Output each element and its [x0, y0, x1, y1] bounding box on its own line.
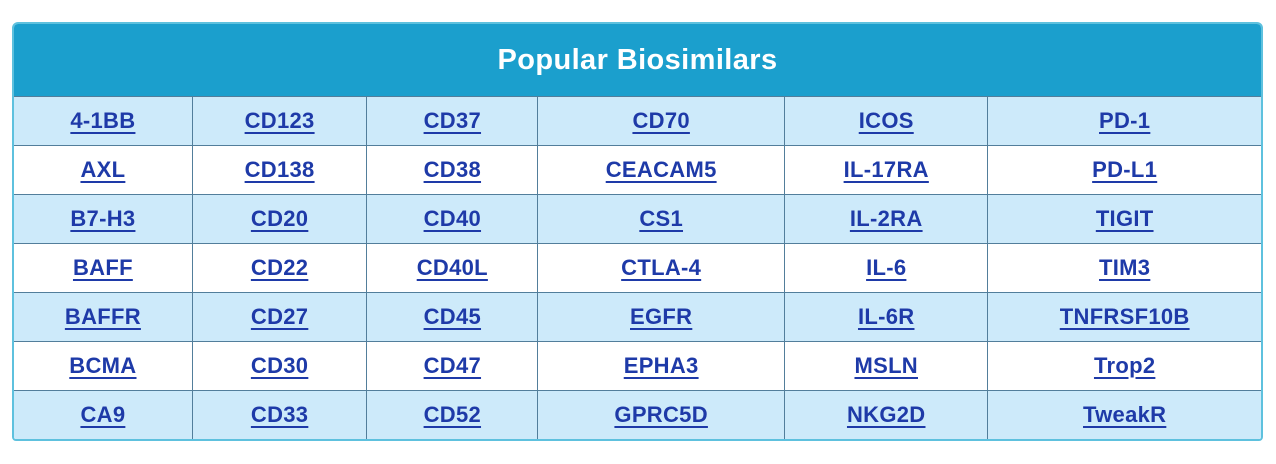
table-cell: TNFRSF10B: [987, 292, 1261, 342]
biosimilar-link[interactable]: CTLA-4: [621, 255, 702, 280]
biosimilar-link[interactable]: EGFR: [630, 304, 693, 329]
table-cell: NKG2D: [784, 390, 989, 439]
biosimilar-link[interactable]: GPRC5D: [614, 402, 708, 427]
biosimilar-link[interactable]: CD52: [423, 402, 482, 427]
table-cell: CD38: [366, 145, 539, 195]
table-cell: BAFF: [14, 243, 193, 293]
table-row: BAFFR CD27 CD45 EGFR IL-6R TNFRSF10B: [14, 292, 1261, 342]
biosimilar-link[interactable]: CD40: [423, 206, 482, 231]
biosimilar-link[interactable]: TweakR: [1083, 402, 1167, 427]
biosimilar-link[interactable]: AXL: [80, 157, 126, 182]
biosimilar-link[interactable]: ICOS: [858, 108, 914, 133]
table-cell: 4-1BB: [14, 96, 193, 146]
table-cell: CD40: [366, 194, 539, 244]
table-cell: CD33: [191, 390, 368, 439]
table-cell: CD45: [366, 292, 539, 342]
table-cell: CD37: [366, 96, 539, 146]
biosimilar-link[interactable]: BAFF: [72, 255, 133, 280]
table-cell: BAFFR: [14, 292, 193, 342]
biosimilar-link[interactable]: CD37: [423, 108, 482, 133]
title-row: Popular Biosimilars: [14, 24, 1261, 97]
table-cell: IL-6R: [784, 292, 989, 342]
table-cell: MSLN: [784, 341, 989, 391]
table-cell: EGFR: [537, 292, 786, 342]
table-cell: TIM3: [987, 243, 1261, 293]
table-cell: BCMA: [14, 341, 193, 391]
table-cell: CD20: [191, 194, 368, 244]
biosimilar-link[interactable]: CD38: [423, 157, 482, 182]
biosimilar-link[interactable]: CS1: [639, 206, 684, 231]
biosimilar-link[interactable]: CD20: [250, 206, 309, 231]
table-header: Popular Biosimilars: [14, 24, 1261, 97]
table-cell: PD-L1: [987, 145, 1261, 195]
table-cell: B7-H3: [14, 194, 193, 244]
biosimilars-table-container: Popular Biosimilars 4-1BB CD123 CD37 CD70 IC…: [12, 22, 1263, 441]
table-cell: CD123: [191, 96, 368, 146]
biosimilar-link[interactable]: CD45: [423, 304, 482, 329]
table-cell: ICOS: [784, 96, 989, 146]
table-row: CA9 CD33 CD52 GPRC5D NKG2D TweakR: [14, 390, 1261, 439]
biosimilar-link[interactable]: MSLN: [854, 353, 918, 378]
table-title: Popular Biosimilars: [14, 24, 1261, 97]
table-cell: GPRC5D: [537, 390, 786, 439]
table-cell: CD52: [366, 390, 539, 439]
table-cell: CD138: [191, 145, 368, 195]
biosimilar-link[interactable]: CD138: [244, 157, 315, 182]
biosimilar-link[interactable]: PD-L1: [1092, 157, 1158, 182]
table-cell: EPHA3: [537, 341, 786, 391]
table-cell: CA9: [14, 390, 193, 439]
biosimilar-link[interactable]: CD47: [423, 353, 482, 378]
table-cell: PD-1: [987, 96, 1261, 146]
biosimilar-link[interactable]: CD70: [632, 108, 690, 133]
table-cell: CD40L: [366, 243, 539, 293]
biosimilar-link[interactable]: CA9: [80, 402, 126, 427]
table-row: 4-1BB CD123 CD37 CD70 ICOS PD-1: [14, 96, 1261, 146]
biosimilar-link[interactable]: B7-H3: [70, 206, 136, 231]
table-row: BAFF CD22 CD40L CTLA-4 IL-6 TIM3: [14, 243, 1261, 293]
biosimilar-link[interactable]: TIGIT: [1095, 206, 1154, 231]
table-cell: CS1: [537, 194, 786, 244]
biosimilar-link[interactable]: CD123: [244, 108, 315, 133]
biosimilar-link[interactable]: CD30: [250, 353, 309, 378]
table-cell: CD47: [366, 341, 539, 391]
table-cell: CEACAM5: [537, 145, 786, 195]
biosimilar-link[interactable]: TIM3: [1099, 255, 1151, 280]
biosimilar-link[interactable]: CD27: [250, 304, 309, 329]
table-cell: TIGIT: [987, 194, 1261, 244]
biosimilar-link[interactable]: EPHA3: [623, 353, 699, 378]
table-cell: AXL: [14, 145, 193, 195]
table-cell: IL-6: [784, 243, 989, 293]
biosimilar-link[interactable]: CD40L: [416, 255, 488, 280]
biosimilar-link[interactable]: IL-17RA: [843, 157, 929, 182]
table-cell: IL-2RA: [784, 194, 989, 244]
biosimilar-link[interactable]: IL-2RA: [849, 206, 923, 231]
biosimilar-link[interactable]: 4-1BB: [70, 108, 136, 133]
table-body: 4-1BB CD123 CD37 CD70 ICOS PD-1 AXL CD138 CD38 CE…: [14, 96, 1261, 439]
table-cell: Trop2: [987, 341, 1261, 391]
table-row: BCMA CD30 CD47 EPHA3 MSLN Trop2: [14, 341, 1261, 391]
table-row: B7-H3 CD20 CD40 CS1 IL-2RA TIGIT: [14, 194, 1261, 244]
biosimilar-link[interactable]: IL-6R: [857, 304, 915, 329]
table-cell: CD30: [191, 341, 368, 391]
table-cell: IL-17RA: [784, 145, 989, 195]
biosimilar-link[interactable]: CD22: [250, 255, 309, 280]
biosimilar-link[interactable]: CD33: [250, 402, 309, 427]
table-cell: CD27: [191, 292, 368, 342]
biosimilar-link[interactable]: PD-1: [1099, 108, 1151, 133]
biosimilar-link[interactable]: TNFRSF10B: [1059, 304, 1190, 329]
biosimilar-link[interactable]: BAFFR: [64, 304, 141, 329]
table-row: AXL CD138 CD38 CEACAM5 IL-17RA PD-L1: [14, 145, 1261, 195]
table-cell: CD22: [191, 243, 368, 293]
table-cell: CD70: [537, 96, 786, 146]
biosimilars-table: Popular Biosimilars 4-1BB CD123 CD37 CD70 IC…: [14, 24, 1261, 439]
biosimilar-link[interactable]: NKG2D: [846, 402, 926, 427]
biosimilar-link[interactable]: CEACAM5: [605, 157, 717, 182]
biosimilar-link[interactable]: IL-6: [866, 255, 907, 280]
biosimilar-link[interactable]: Trop2: [1093, 353, 1156, 378]
table-cell: TweakR: [987, 390, 1261, 439]
table-cell: CTLA-4: [537, 243, 786, 293]
biosimilar-link[interactable]: BCMA: [69, 353, 137, 378]
